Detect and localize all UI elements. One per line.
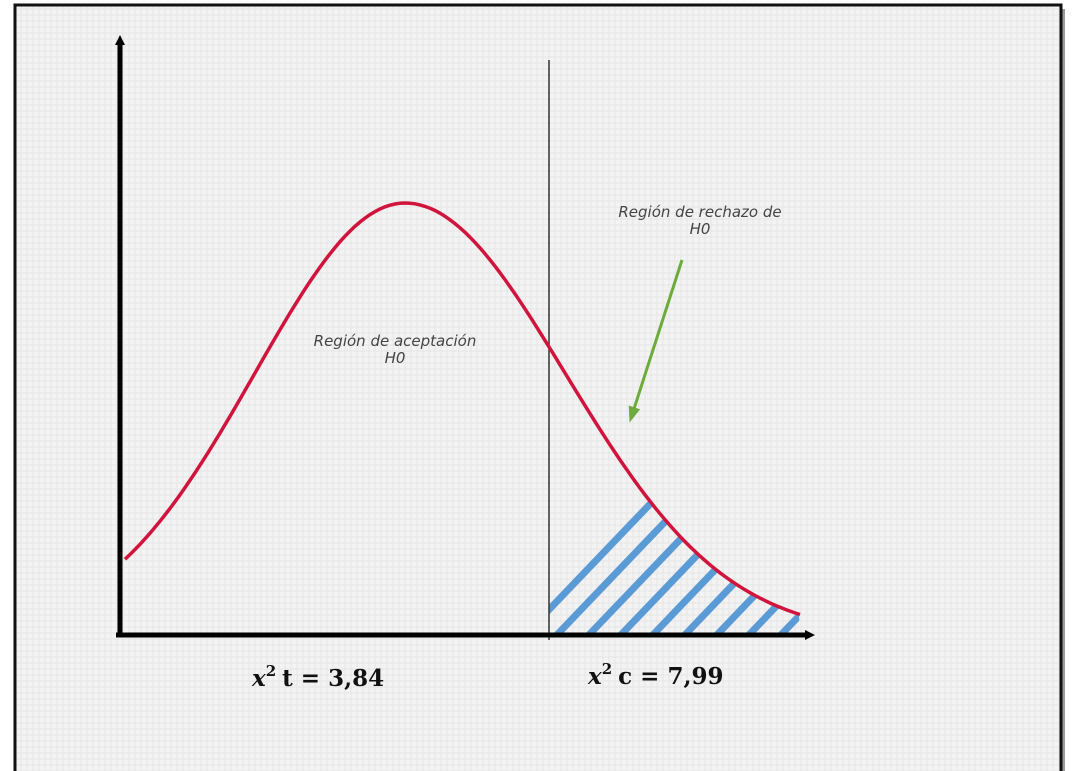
pointer-arrow — [628, 259, 684, 423]
distribution-curve — [123, 201, 801, 617]
critical-value-calc: x2 c = 7,99 — [587, 660, 723, 690]
acceptance-label: Región de aceptación — [314, 332, 477, 350]
rejection-label: H0 — [690, 220, 711, 238]
rejection-label: Región de rechazo de — [618, 203, 781, 221]
acceptance-label: H0 — [385, 349, 406, 367]
frame — [13, 3, 1063, 771]
critical-value-table: x2 t = 3,84 — [251, 662, 384, 692]
hatch-line — [709, 407, 800, 633]
